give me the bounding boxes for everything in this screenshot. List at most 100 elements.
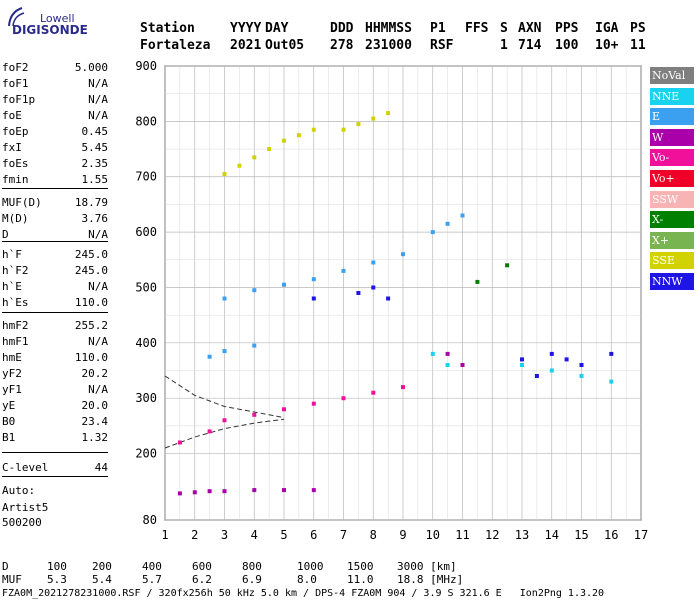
echo-e [207, 354, 212, 359]
header-label: P1 [430, 21, 446, 36]
header-value: 231000 [365, 38, 412, 53]
echo-e [460, 213, 465, 218]
echo-e [371, 260, 376, 265]
echo-vo [401, 385, 405, 390]
echo-sse [386, 111, 391, 116]
param-value: N/A [88, 109, 108, 122]
param-value: 23.4 [81, 415, 109, 428]
row-value: 1500 [347, 560, 374, 573]
y-tick-label: 800 [135, 114, 157, 128]
y-tick-label: 80 [143, 513, 157, 527]
echo-sse [311, 127, 316, 132]
param-name: hmF2 [2, 319, 29, 332]
echo-sse [252, 155, 257, 160]
legend-x: X- [650, 211, 694, 229]
row-value: 5.3 [47, 573, 67, 586]
row-value: 1000 [297, 560, 324, 573]
echo-nnw [371, 285, 376, 290]
echo-x [505, 263, 510, 268]
param-name: h`F2 [2, 264, 29, 277]
param-separator [2, 476, 108, 477]
row-value: 18.8 [MHz] [397, 573, 464, 586]
param-fof2: foF2 5.000 [2, 60, 108, 75]
echo-vo [207, 429, 212, 434]
param-value: 2.35 [81, 157, 109, 170]
header-label: FFS [465, 21, 489, 36]
echo-e [430, 230, 435, 235]
echo-e [222, 349, 227, 354]
x-tick-label: 11 [455, 528, 469, 542]
echo-e [311, 277, 316, 282]
y-tick-label: 200 [135, 447, 157, 461]
echo-sse [222, 172, 227, 176]
param-value: N/A [88, 280, 108, 293]
row-label: D [2, 560, 9, 573]
param-name: C-level [2, 461, 49, 474]
param-value: 5.000 [74, 61, 108, 74]
echo-e [222, 296, 227, 301]
param-hmf2: hmF2 255.2 [2, 318, 108, 333]
param-foe: foE N/A [2, 108, 108, 123]
y-tick-label: 500 [135, 280, 157, 294]
echo-nnw [564, 357, 569, 362]
echo-vo [252, 412, 257, 417]
echo-vo [177, 440, 182, 445]
param-name: foEs [2, 157, 29, 170]
echo-nne [579, 374, 584, 378]
ionogram-chart: 1 2 3 4 5 6 7 8 9 10 11 12 13 14 15 16 17802003004005006… [135, 59, 648, 542]
legend-nnw: NNW [650, 273, 694, 290]
row-label: MUF [2, 573, 22, 586]
param-value: 20.2 [81, 367, 109, 380]
header-label: S [500, 21, 508, 36]
header-value: 1 [500, 38, 508, 53]
echo-sse [341, 127, 346, 132]
echo-sse [267, 147, 272, 151]
x-tick-label: 7 [340, 528, 347, 542]
echo-nnw [534, 374, 539, 378]
param-value: N/A [88, 77, 108, 90]
echo-x [475, 279, 480, 284]
header-value: 2021 [230, 38, 262, 53]
param-fxi: fxI 5.45 [2, 140, 108, 155]
param-value: 20.0 [81, 399, 109, 412]
param-yf1: yF1 N/A [2, 382, 108, 397]
echo-w [445, 351, 450, 356]
param-mufd: MUF(D) 18.79 [2, 195, 108, 210]
header-label: AXN [518, 21, 542, 36]
param-clevel: C-level 44 [2, 460, 108, 475]
param-b1: B1 1.32 [2, 430, 108, 445]
param-b0: B0 23.4 [2, 414, 108, 429]
row-value: 8.0 [297, 573, 317, 586]
param-name: foEp [2, 125, 29, 138]
echo-w [282, 488, 286, 493]
param-name: fmin [2, 173, 29, 186]
header-label: IGA [595, 21, 619, 36]
param-value: 3.76 [81, 212, 109, 225]
x-tick-label: 5 [280, 528, 287, 542]
x-tick-label: 8 [370, 528, 377, 542]
param-md: M(D) 3.76 [2, 211, 108, 226]
header-value: 714 [518, 38, 542, 53]
scaler-code: 500200 [2, 516, 42, 529]
x-tick-label: 10 [426, 528, 440, 542]
echo-sse [371, 116, 376, 121]
header-value: 100 [555, 38, 579, 53]
x-tick-label: 9 [399, 528, 406, 542]
param-hmf1: hmF1 N/A [2, 334, 108, 349]
param-name: yE [2, 399, 16, 412]
echo-w [192, 490, 197, 495]
echo-sse [282, 138, 286, 143]
legend-ssw: SSW [650, 190, 694, 208]
param-name: D [2, 228, 9, 241]
param-value: 44 [94, 461, 108, 474]
echo-e [445, 221, 450, 226]
legend-nne: NNE [650, 87, 694, 105]
param-value: 1.32 [81, 431, 109, 444]
echo-nne [430, 351, 435, 356]
x-tick-label: 16 [604, 528, 618, 542]
param-name: hmE [2, 351, 22, 364]
header-value: 11 [630, 38, 646, 53]
param-name: yF1 [2, 383, 22, 396]
param-fof1p: foF1p N/A [2, 92, 108, 107]
echo-vo [371, 390, 376, 395]
